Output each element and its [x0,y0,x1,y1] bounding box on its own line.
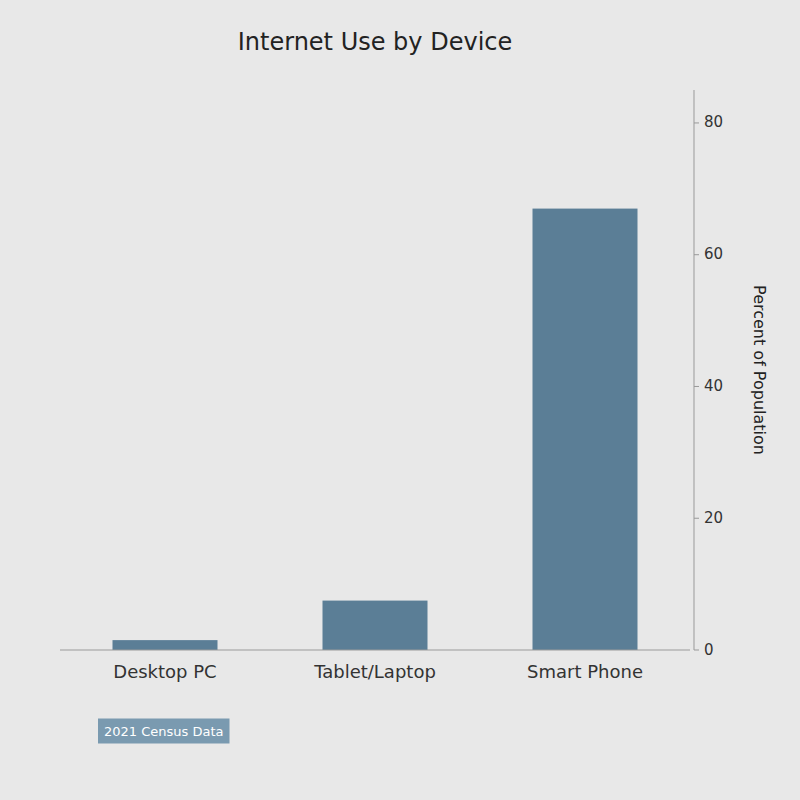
y-tick [694,386,699,387]
background [0,0,800,800]
bar [323,601,428,650]
y-tick-label: 80 [704,113,723,131]
y-tick [694,122,699,123]
y-tick-label: 20 [704,509,723,527]
x-tick-label: Tablet/Laptop [313,661,436,682]
annotation-box [98,719,230,744]
chart-container: Internet Use by Device 0 20 40 60 80 Percent o… [0,0,800,800]
y-tick-label: 60 [704,245,723,263]
x-tick-label: Desktop PC [113,661,216,682]
y-tick-label: 0 [704,641,714,659]
y-tick [694,518,699,519]
bar [533,209,638,650]
x-tick-label: Smart Phone [527,661,643,682]
x-axis-line [60,649,690,650]
chart-svg: Internet Use by Device 0 20 40 60 80 Percent o… [0,0,800,800]
y-tick-label: 40 [704,377,723,395]
bar [113,640,218,650]
annotation-text: 2021 Census Data [104,724,224,739]
y-tick [694,650,699,651]
y-axis-label: Percent of Population [750,285,769,455]
bars [113,209,638,650]
title: Internet Use by Device [238,28,513,56]
annotation: 2021 Census Data [98,719,230,744]
y-tick [694,254,699,255]
y-axis-line [694,90,695,650]
